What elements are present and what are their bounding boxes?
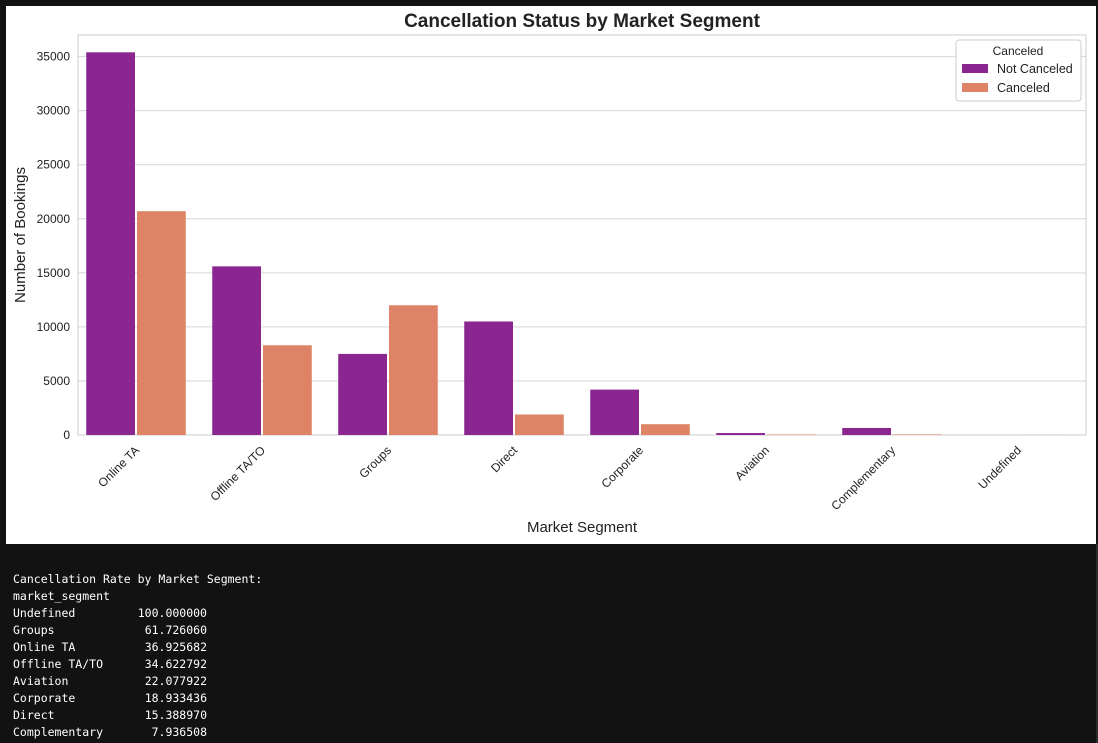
legend-label-canceled: Canceled <box>997 81 1050 95</box>
bar-not-canceled <box>842 427 891 435</box>
x-tick-label: Offline TA/TO <box>207 443 268 504</box>
console-output: Cancellation Rate by Market Segment: mar… <box>0 544 1098 743</box>
x-tick-label: Corporate <box>598 443 646 491</box>
console-row-label: Direct <box>13 708 55 722</box>
console-row-value: 61.726060 <box>144 623 207 637</box>
console-row: Offline TA/TO 34.622792 <box>0 656 1098 673</box>
console-row: Corporate 18.933436 <box>0 690 1098 707</box>
console-row-label: Online TA <box>13 640 76 654</box>
console-row: Complementary 7.936508 <box>0 724 1098 741</box>
bar-not-canceled <box>590 389 639 435</box>
console-index-name: market_segment <box>13 589 110 603</box>
bar-canceled <box>137 211 186 435</box>
x-tick-label: Online TA <box>95 443 142 490</box>
console-heading: Cancellation Rate by Market Segment: <box>13 572 263 586</box>
chart-panel: Cancellation Status by Market Segment 0 5… <box>6 6 1096 544</box>
console-row: Undefined 100.000000 <box>0 605 1098 622</box>
legend-label-not-canceled: Not Canceled <box>997 62 1073 76</box>
console-row-label: Undefined <box>13 606 76 620</box>
x-tick-label: Aviation <box>732 443 772 483</box>
y-tick-label: 30000 <box>37 104 71 118</box>
y-axis-label: Number of Bookings <box>12 167 29 303</box>
console-row-value: 22.077922 <box>144 674 207 688</box>
console-row-value: 18.933436 <box>144 691 207 705</box>
console-row-value: 15.388970 <box>144 708 207 722</box>
y-tick-label: 0 <box>63 428 70 442</box>
bar-canceled <box>515 414 564 435</box>
bar-not-canceled <box>86 52 135 435</box>
y-tick-label: 35000 <box>37 50 71 64</box>
bar-canceled <box>893 434 942 435</box>
console-row-label: Complementary <box>13 725 104 739</box>
console-row-label: Groups <box>13 623 55 637</box>
console-row: Aviation 22.077922 <box>0 673 1098 690</box>
bar-canceled <box>263 345 312 435</box>
bar-not-canceled <box>338 353 387 435</box>
bar-not-canceled <box>464 321 513 435</box>
y-tick-labels: 0 5000 10000 15000 20000 25000 30000 35000 <box>37 50 71 442</box>
bar-not-canceled <box>716 433 765 435</box>
bars <box>86 52 1068 435</box>
x-tick-labels: Online TA Offline TA/TO Groups Direct Corpor… <box>95 443 1024 513</box>
console-row: Groups 61.726060 <box>0 622 1098 639</box>
console-row-value: 34.622792 <box>144 657 207 671</box>
legend: Canceled Not Canceled Canceled <box>955 39 1082 102</box>
console-row-value: 100.000000 <box>137 606 207 620</box>
console-row-label: Offline TA/TO <box>13 657 104 671</box>
bar-canceled <box>641 424 690 435</box>
console-row-value: 36.925682 <box>144 640 207 654</box>
console-row-value: 7.936508 <box>151 725 207 739</box>
plot-frame <box>77 34 1087 436</box>
bar-chart: Cancellation Status by Market Segment 0 5… <box>12 11 1087 536</box>
x-tick-label: Direct <box>488 443 521 476</box>
legend-swatch-canceled <box>962 83 988 92</box>
console-row-label: Aviation <box>13 674 69 688</box>
legend-swatch-not-canceled <box>962 64 988 73</box>
y-tick-label: 20000 <box>37 212 71 226</box>
console-row: Online TA 36.925682 <box>0 639 1098 656</box>
bar-canceled <box>767 434 816 435</box>
x-tick-label: Complementary <box>828 443 898 513</box>
console-row-label: Corporate <box>13 691 76 705</box>
x-tick-label: Groups <box>356 443 394 481</box>
console-row: Direct 15.388970 <box>0 707 1098 724</box>
bar-canceled <box>389 305 438 435</box>
chart-title: Cancellation Status by Market Segment <box>404 11 760 32</box>
scrollbar-track[interactable] <box>1096 544 1098 743</box>
y-tick-label: 10000 <box>37 320 71 334</box>
x-axis-label: Market Segment <box>527 519 638 536</box>
y-tick-label: 15000 <box>37 266 71 280</box>
y-tick-label: 5000 <box>43 374 70 388</box>
legend-title: Canceled <box>993 44 1044 58</box>
x-tick-label: Undefined <box>976 443 1025 492</box>
y-tick-label: 25000 <box>37 158 71 172</box>
bar-not-canceled <box>212 266 261 435</box>
